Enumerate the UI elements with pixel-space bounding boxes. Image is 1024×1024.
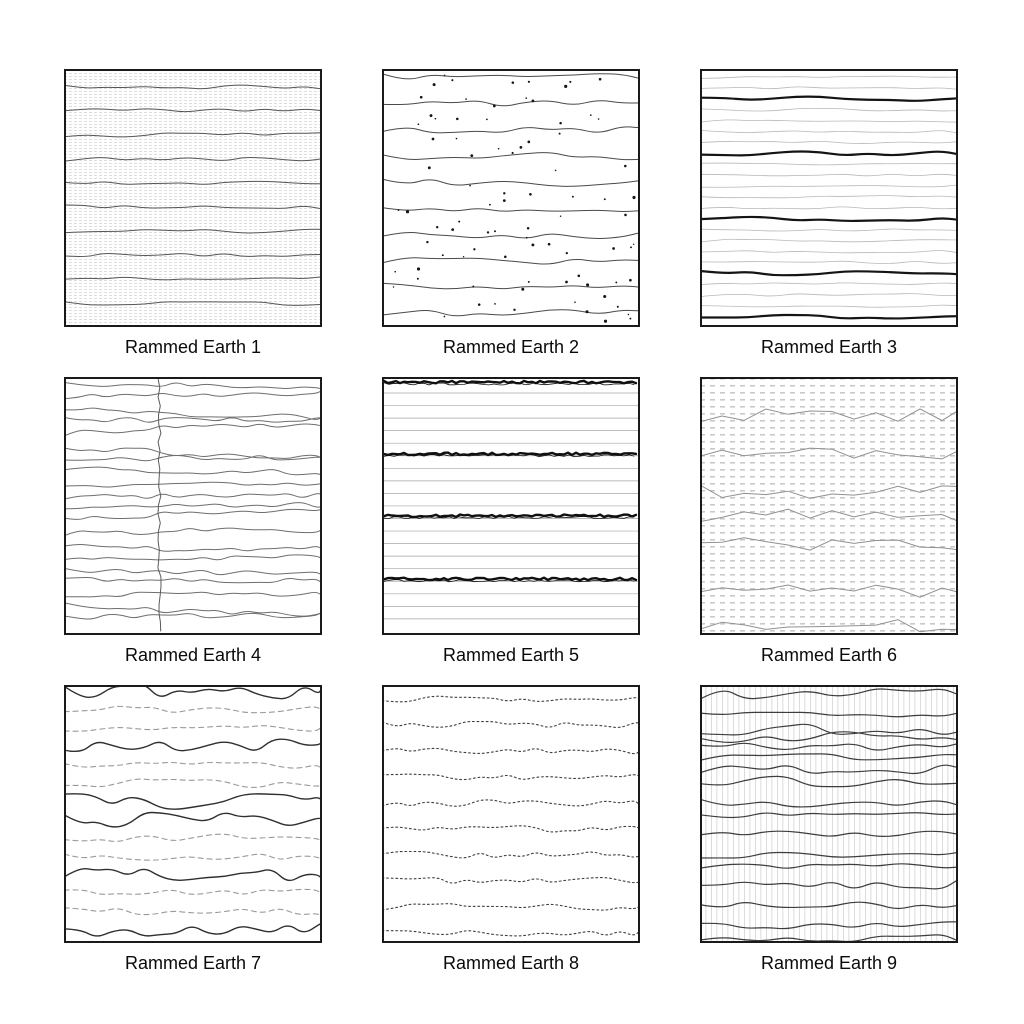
- swatch-canvas-8: [382, 685, 640, 943]
- swatch-label: Rammed Earth 2: [442, 337, 580, 357]
- swatch-canvas-6: [700, 377, 958, 635]
- swatch-canvas-2: [382, 69, 640, 327]
- texture-swatch: Rammed Earth 3: [700, 69, 958, 358]
- swatch-label: Rammed Earth 9: [760, 953, 898, 973]
- texture-swatch: Rammed Earth 4: [64, 377, 322, 666]
- swatch-canvas-5: [382, 377, 640, 635]
- texture-swatch: Rammed Earth 5: [382, 377, 640, 666]
- swatch-canvas-7: [64, 685, 322, 943]
- swatch-label: Rammed Earth 5: [442, 645, 580, 665]
- swatch-canvas-3: [700, 69, 958, 327]
- swatch-label: Rammed Earth 1: [124, 337, 262, 357]
- swatch-label: Rammed Earth 3: [760, 337, 898, 357]
- texture-swatch: Rammed Earth 2: [382, 69, 640, 358]
- swatch-canvas-9: [700, 685, 958, 943]
- swatch-canvas-4: [64, 377, 322, 635]
- swatch-canvas-1: [64, 69, 322, 327]
- texture-swatch: Rammed Earth 1: [64, 69, 322, 358]
- texture-swatch: Rammed Earth 8: [382, 685, 640, 974]
- swatch-label: Rammed Earth 6: [760, 645, 898, 665]
- texture-swatch: Rammed Earth 9: [700, 685, 958, 974]
- swatch-label: Rammed Earth 7: [124, 953, 262, 973]
- swatch-grid: Rammed Earth 1 Rammed Earth 2 Rammed Ear…: [64, 69, 958, 974]
- texture-swatch: Rammed Earth 6: [700, 377, 958, 666]
- swatch-label: Rammed Earth 8: [442, 953, 580, 973]
- swatch-label: Rammed Earth 4: [124, 645, 262, 665]
- texture-swatch: Rammed Earth 7: [64, 685, 322, 974]
